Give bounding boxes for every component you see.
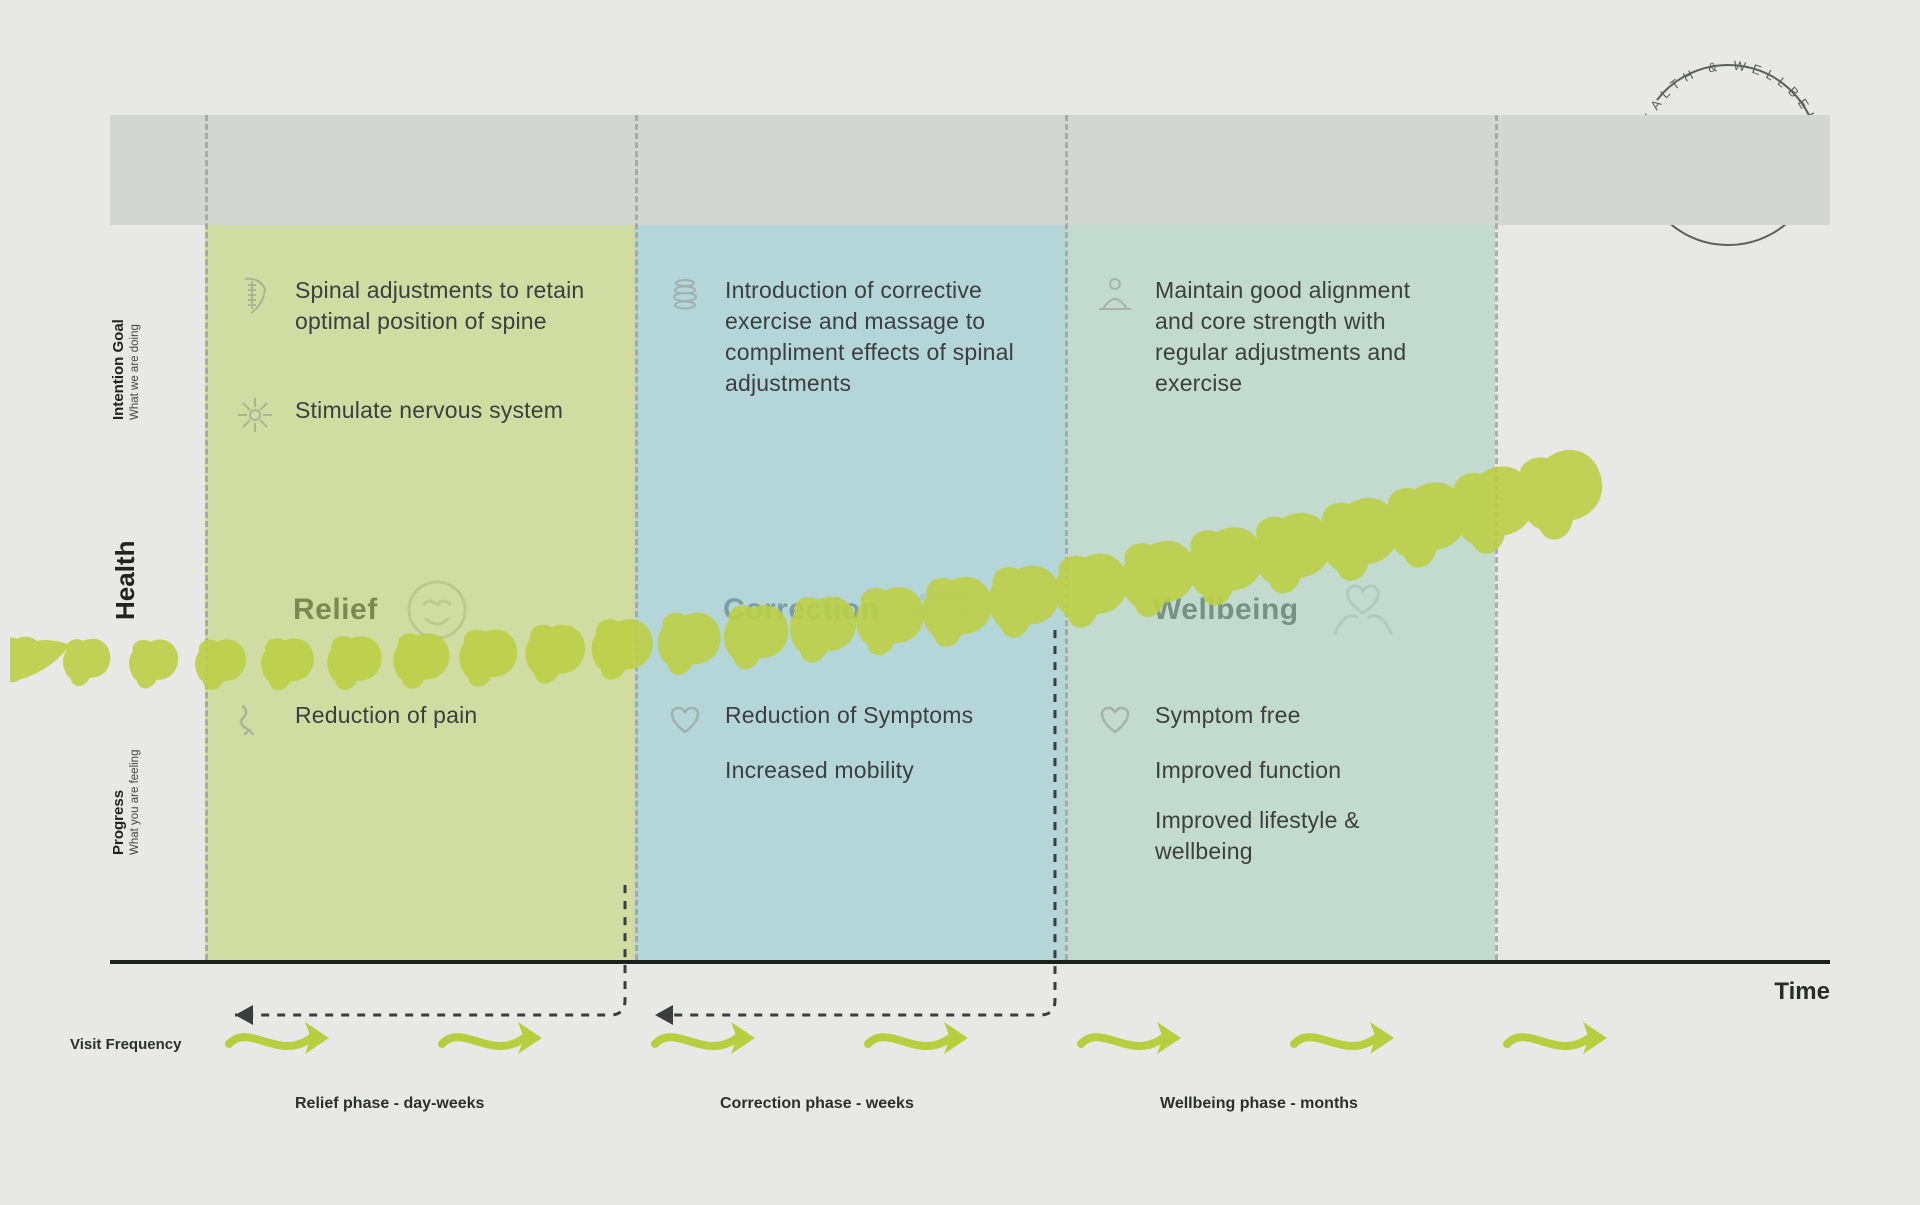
goal-item: Spinal adjustments to retain optimal pos… xyxy=(235,275,595,337)
goal-item: Introduction of corrective exercise and … xyxy=(665,275,1025,399)
progress-item: Improved function xyxy=(1095,755,1455,795)
wave-arrow-icon xyxy=(438,1018,546,1066)
goal-item: Stimulate nervous system xyxy=(235,395,595,435)
visit-frequency-label: Visit Frequency xyxy=(70,1036,181,1053)
progress-item: Symptom free xyxy=(1095,700,1455,740)
wave-arrow-icon xyxy=(864,1018,972,1066)
time-axis xyxy=(110,960,1830,964)
heart-icon xyxy=(665,700,705,740)
heart-icon xyxy=(1095,700,1135,740)
goal-item: Maintain good alignment and core strengt… xyxy=(1095,275,1455,399)
divider xyxy=(1065,115,1068,960)
wave-arrow-icon xyxy=(651,1018,759,1066)
infographic-stage: HEALTH & WELLBEING FOR LIFE Relief Corre… xyxy=(50,60,1870,1160)
progress-item: Improved lifestyle & wellbeing xyxy=(1095,805,1455,867)
wave-arrow-icon xyxy=(1290,1018,1398,1066)
neuron-icon xyxy=(235,395,275,435)
divider xyxy=(205,115,208,960)
divider xyxy=(1495,115,1498,960)
phase-note: Wellbeing phase - months xyxy=(1160,1095,1358,1113)
label-progress: Progress What you are feeling xyxy=(110,750,141,855)
progress-item: Increased mobility xyxy=(665,755,1025,795)
time-label: Time xyxy=(1774,978,1830,1006)
down-arrow-icon xyxy=(235,700,275,740)
meditate-icon xyxy=(1095,275,1135,315)
visit-frequency-arrows xyxy=(225,1018,1611,1066)
label-health: Health xyxy=(110,541,141,620)
label-intention: Intention Goal What we are doing xyxy=(110,319,141,420)
phase-note: Relief phase - day-weeks xyxy=(295,1095,484,1113)
progress-item: Reduction of Symptoms xyxy=(665,700,1025,740)
wave-arrow-icon xyxy=(1503,1018,1611,1066)
vertebrae-icon xyxy=(665,275,705,315)
divider xyxy=(635,115,638,960)
phase-note: Correction phase - weeks xyxy=(720,1095,914,1113)
spine-icon xyxy=(235,275,275,315)
wave-arrow-icon xyxy=(225,1018,333,1066)
progress-item: Reduction of pain xyxy=(235,700,595,740)
wave-arrow-icon xyxy=(1077,1018,1185,1066)
